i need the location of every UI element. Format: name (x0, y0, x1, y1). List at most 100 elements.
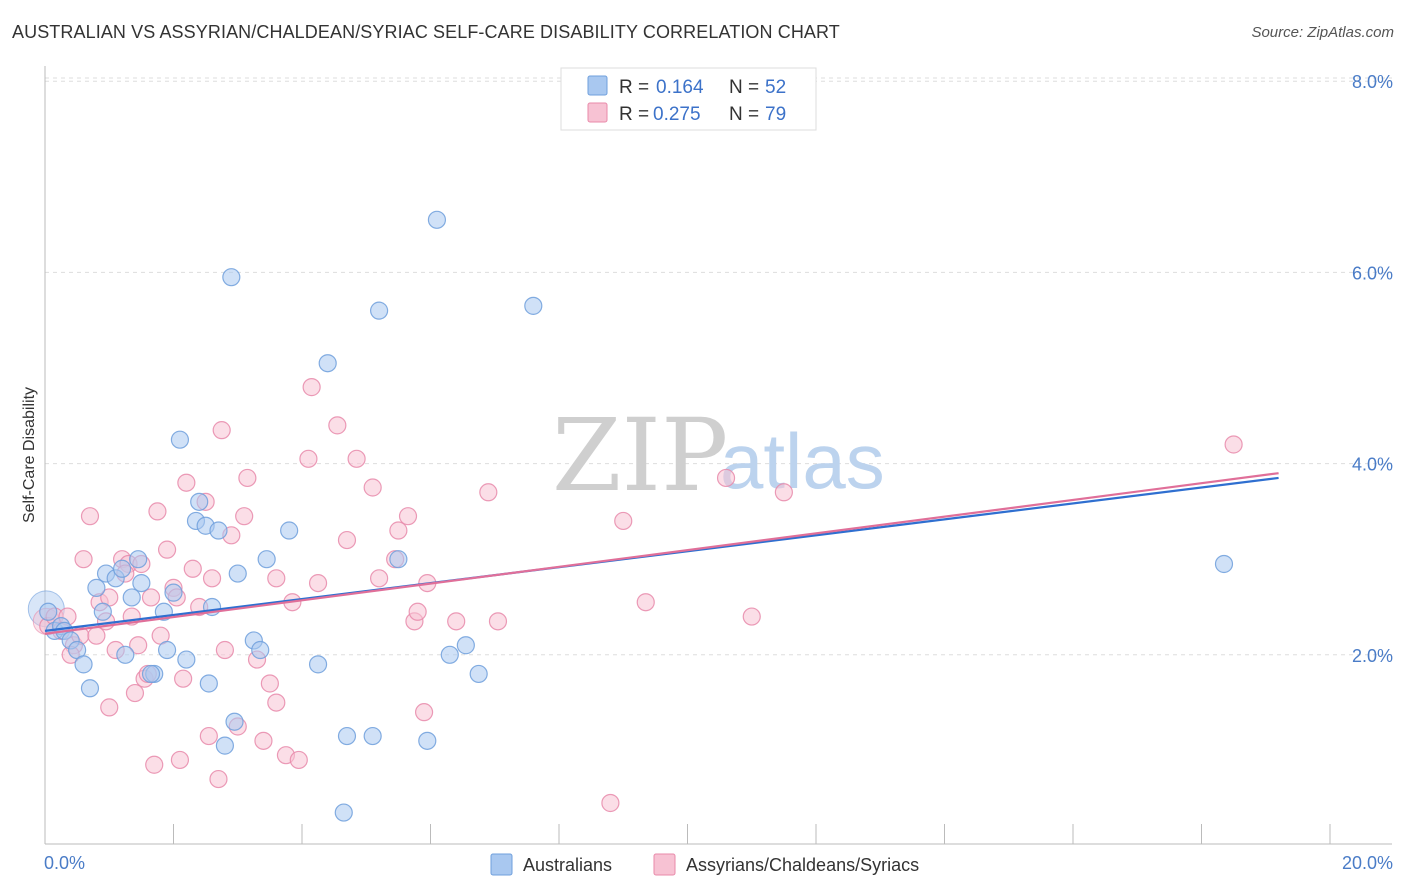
point-assyrians-22 (141, 588, 161, 607)
x-tick-label-1: 20.0% (1342, 853, 1393, 873)
watermark-zip: ZIP (552, 397, 728, 514)
point-assyrians-64 (488, 612, 508, 631)
axes-layer (44, 66, 1392, 845)
point-australians-50 (524, 296, 543, 315)
point-assyrians-30 (177, 473, 196, 492)
point-assyrians-7 (80, 507, 100, 526)
point-australians-21 (164, 583, 183, 602)
x-tick-label-0: 0.0% (44, 853, 85, 873)
point-australians-23 (177, 650, 196, 669)
point-assyrians-37 (212, 421, 231, 440)
point-assyrians-24 (148, 502, 167, 521)
legend-swatch-assyrians (587, 102, 608, 123)
point-australians-32 (225, 712, 244, 731)
point-assyrians-28 (170, 750, 190, 770)
legend-r-label-1: R = (619, 77, 649, 98)
point-assyrians-49 (289, 750, 308, 770)
point-assyrians-72 (1224, 435, 1243, 454)
point-australians-37 (280, 521, 299, 540)
legend-r-value-1: 0.164 (656, 77, 704, 98)
point-assyrians-50 (299, 449, 318, 468)
chart-title: AUSTRALIAN VS ASSYRIAN/CHALDEAN/SYRIAC S… (12, 22, 840, 42)
point-assyrians-44 (254, 731, 273, 750)
point-assyrians-34 (199, 726, 218, 746)
bottom-legend: Australians Assyrians/Chaldeans/Syriacs (490, 853, 919, 876)
point-australians-27 (199, 674, 218, 693)
bottom-legend-assyrians: Assyrians/Chaldeans/Syriacs (686, 855, 919, 875)
point-assyrians-31 (183, 559, 202, 578)
source-label: Source: ZipAtlas.com (1251, 24, 1394, 41)
point-australians-44 (389, 550, 408, 569)
point-australians-40 (334, 803, 353, 822)
y-tick-label-3: 8.0% (1352, 72, 1393, 92)
point-assyrians-23 (145, 755, 164, 774)
point-assyrians-52 (308, 573, 328, 593)
point-assyrians-68 (636, 593, 655, 612)
point-assyrians-38 (215, 640, 234, 660)
point-assyrians-67 (614, 511, 633, 531)
tick-labels: 2.0% 4.0% 6.0% 8.0% 0.0% 20.0% (44, 72, 1393, 873)
point-australians-22 (170, 430, 190, 449)
point-assyrians-71 (774, 483, 793, 502)
point-assyrians-60 (414, 703, 434, 722)
point-australians-6 (74, 655, 93, 674)
point-assyrians-6 (74, 550, 93, 569)
point-australians-29 (209, 521, 228, 540)
point-assyrians-35 (202, 569, 222, 588)
legend-n-value-2: 79 (765, 104, 786, 125)
trend-layer (44, 472, 1279, 635)
point-australians-15 (129, 550, 148, 569)
point-assyrians-63 (479, 483, 498, 502)
y-axis-label: Self-Care Disability (21, 387, 38, 523)
point-australians-20 (157, 640, 177, 660)
bottom-legend-swatch-australians (490, 853, 513, 876)
point-assyrians-18 (129, 636, 148, 655)
point-australians-46 (427, 210, 447, 229)
point-australians-42 (363, 726, 382, 746)
point-assyrians-17 (125, 683, 145, 703)
legend-n-value-1: 52 (765, 77, 786, 98)
point-assyrians-75 (267, 569, 286, 588)
point-assyrians-42 (238, 468, 257, 488)
point-australians-7 (80, 679, 100, 698)
point-australians-0 (39, 602, 58, 621)
point-assyrians-62 (447, 612, 466, 631)
point-assyrians-56 (370, 569, 389, 588)
point-australians-16 (132, 573, 151, 593)
point-assyrians-8 (87, 626, 106, 645)
point-australians-8 (87, 578, 106, 597)
points-layer (27, 210, 1243, 822)
point-assyrians-55 (363, 478, 382, 497)
point-australians-49 (469, 664, 488, 684)
legend-n-label-1: N = (729, 77, 759, 98)
point-assyrians-70 (742, 607, 761, 626)
point-assyrians-58 (389, 521, 408, 540)
point-australians-13 (116, 645, 135, 664)
point-australians-38 (308, 655, 328, 674)
point-assyrians-77 (408, 602, 427, 621)
y-tick-label-1: 4.0% (1352, 455, 1393, 475)
point-australians-30 (215, 736, 234, 755)
legend-r-value-2: 0.275 (653, 104, 701, 125)
point-assyrians-66 (601, 793, 620, 813)
point-assyrians-29 (174, 669, 193, 688)
watermark-atlas: atlas (720, 417, 885, 505)
point-australians-35 (251, 640, 270, 660)
grid-layer (45, 77, 1392, 656)
point-australians-45 (418, 731, 437, 750)
trendline-assyrians (44, 472, 1279, 635)
point-assyrians-76 (337, 530, 357, 550)
point-australians-31 (222, 268, 241, 287)
y-tick-label-0: 2.0% (1352, 646, 1393, 666)
point-australians-9 (93, 602, 112, 621)
point-assyrians-26 (157, 540, 177, 559)
point-assyrians-41 (235, 507, 254, 526)
point-australians-51 (1214, 554, 1234, 574)
watermark: ZIP atlas (552, 397, 885, 514)
point-assyrians-13 (100, 698, 119, 717)
point-assyrians-59 (398, 507, 418, 526)
point-australians-41 (337, 726, 357, 746)
point-australians-25 (190, 492, 209, 511)
point-australians-33 (228, 564, 247, 583)
